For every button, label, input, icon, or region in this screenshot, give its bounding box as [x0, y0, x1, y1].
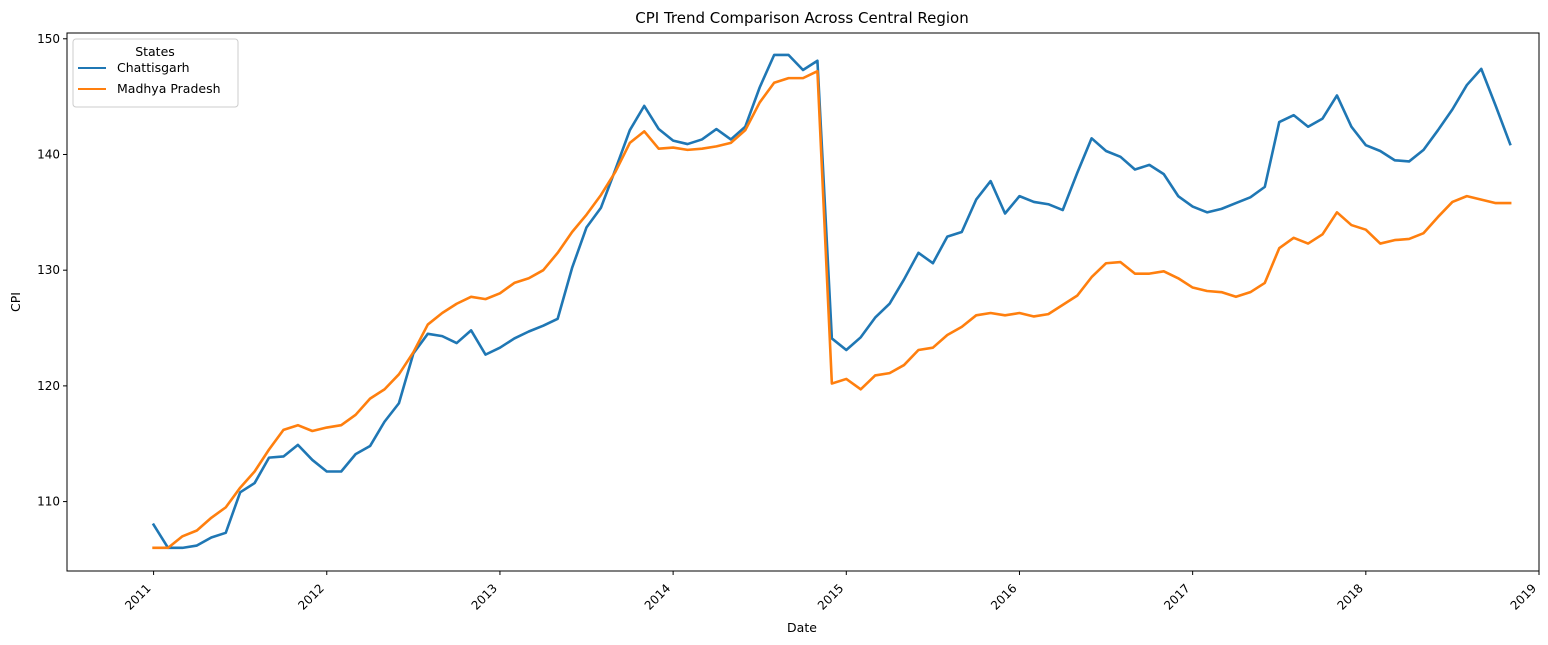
x-tick-label: 2019: [1508, 581, 1539, 612]
x-tick-label: 2016: [988, 581, 1019, 612]
y-tick-label: 120: [37, 379, 60, 393]
y-tick-label: 150: [37, 32, 60, 46]
x-tick-label: 2014: [642, 581, 673, 612]
series-layer: [151, 53, 1512, 550]
x-tick-label: 2015: [815, 581, 846, 612]
x-tick-label: 2011: [122, 581, 153, 612]
y-axis-ticks: 110 120 130 140 150: [37, 32, 67, 509]
y-tick-label: 130: [37, 263, 60, 277]
legend-title: States: [135, 44, 175, 59]
y-tick-label: 110: [37, 495, 60, 509]
legend-label: Madhya Pradesh: [117, 81, 221, 96]
chart-title: CPI Trend Comparison Across Central Regi…: [635, 9, 969, 27]
x-tick-label: 2013: [469, 581, 500, 612]
legend-label: Chattisgarh: [117, 60, 190, 75]
x-tick-label: 2012: [295, 581, 326, 612]
x-tick-label: 2017: [1161, 581, 1192, 612]
plot-frame: [66, 32, 1540, 572]
plot-area: [66, 32, 1540, 572]
x-tick-label: 2018: [1334, 581, 1365, 612]
legend: States Chattisgarh Madhya Pradesh: [72, 38, 239, 108]
y-tick-label: 140: [37, 147, 60, 161]
y-axis-label: CPI: [8, 292, 23, 312]
x-axis-label: Date: [787, 620, 817, 635]
legend-box: [72, 38, 239, 108]
x-axis-ticks: 2011 2012 2013 2014 2015 2016 2017 2018 2019: [122, 571, 1540, 613]
legend-entries: Chattisgarh Madhya Pradesh: [78, 60, 221, 96]
series-line-madhya-pradesh: [152, 69, 1512, 550]
series-line-chattisgarh: [151, 53, 1512, 550]
